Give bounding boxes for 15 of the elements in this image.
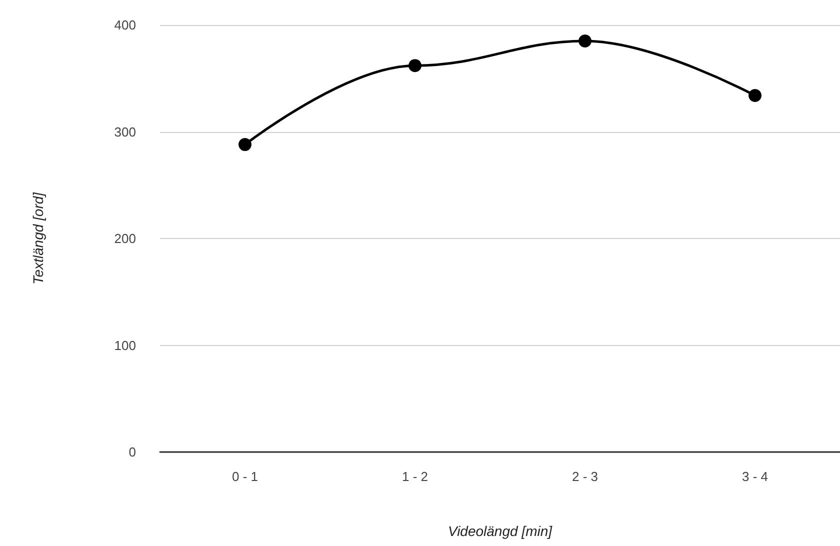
x-axis-title: Videolängd [min] <box>448 523 554 539</box>
x-tick-label: 2 - 3 <box>572 469 598 484</box>
y-tick-label: 200 <box>114 231 136 246</box>
x-tick-label: 1 - 2 <box>402 469 428 484</box>
y-tick-label: 100 <box>114 338 136 353</box>
point <box>238 138 252 152</box>
y-tick-label: 300 <box>114 124 136 140</box>
x-tick-label: 0 - 1 <box>232 469 258 484</box>
point <box>578 34 592 48</box>
point <box>408 59 422 72</box>
x-tick-label: 3 - 4 <box>742 469 768 484</box>
y-axis-title: Textlängd [ord] <box>30 191 46 285</box>
y-tick-label: 400 <box>114 18 136 32</box>
y-tick-label: 0 <box>128 444 136 460</box>
point <box>748 88 762 102</box>
